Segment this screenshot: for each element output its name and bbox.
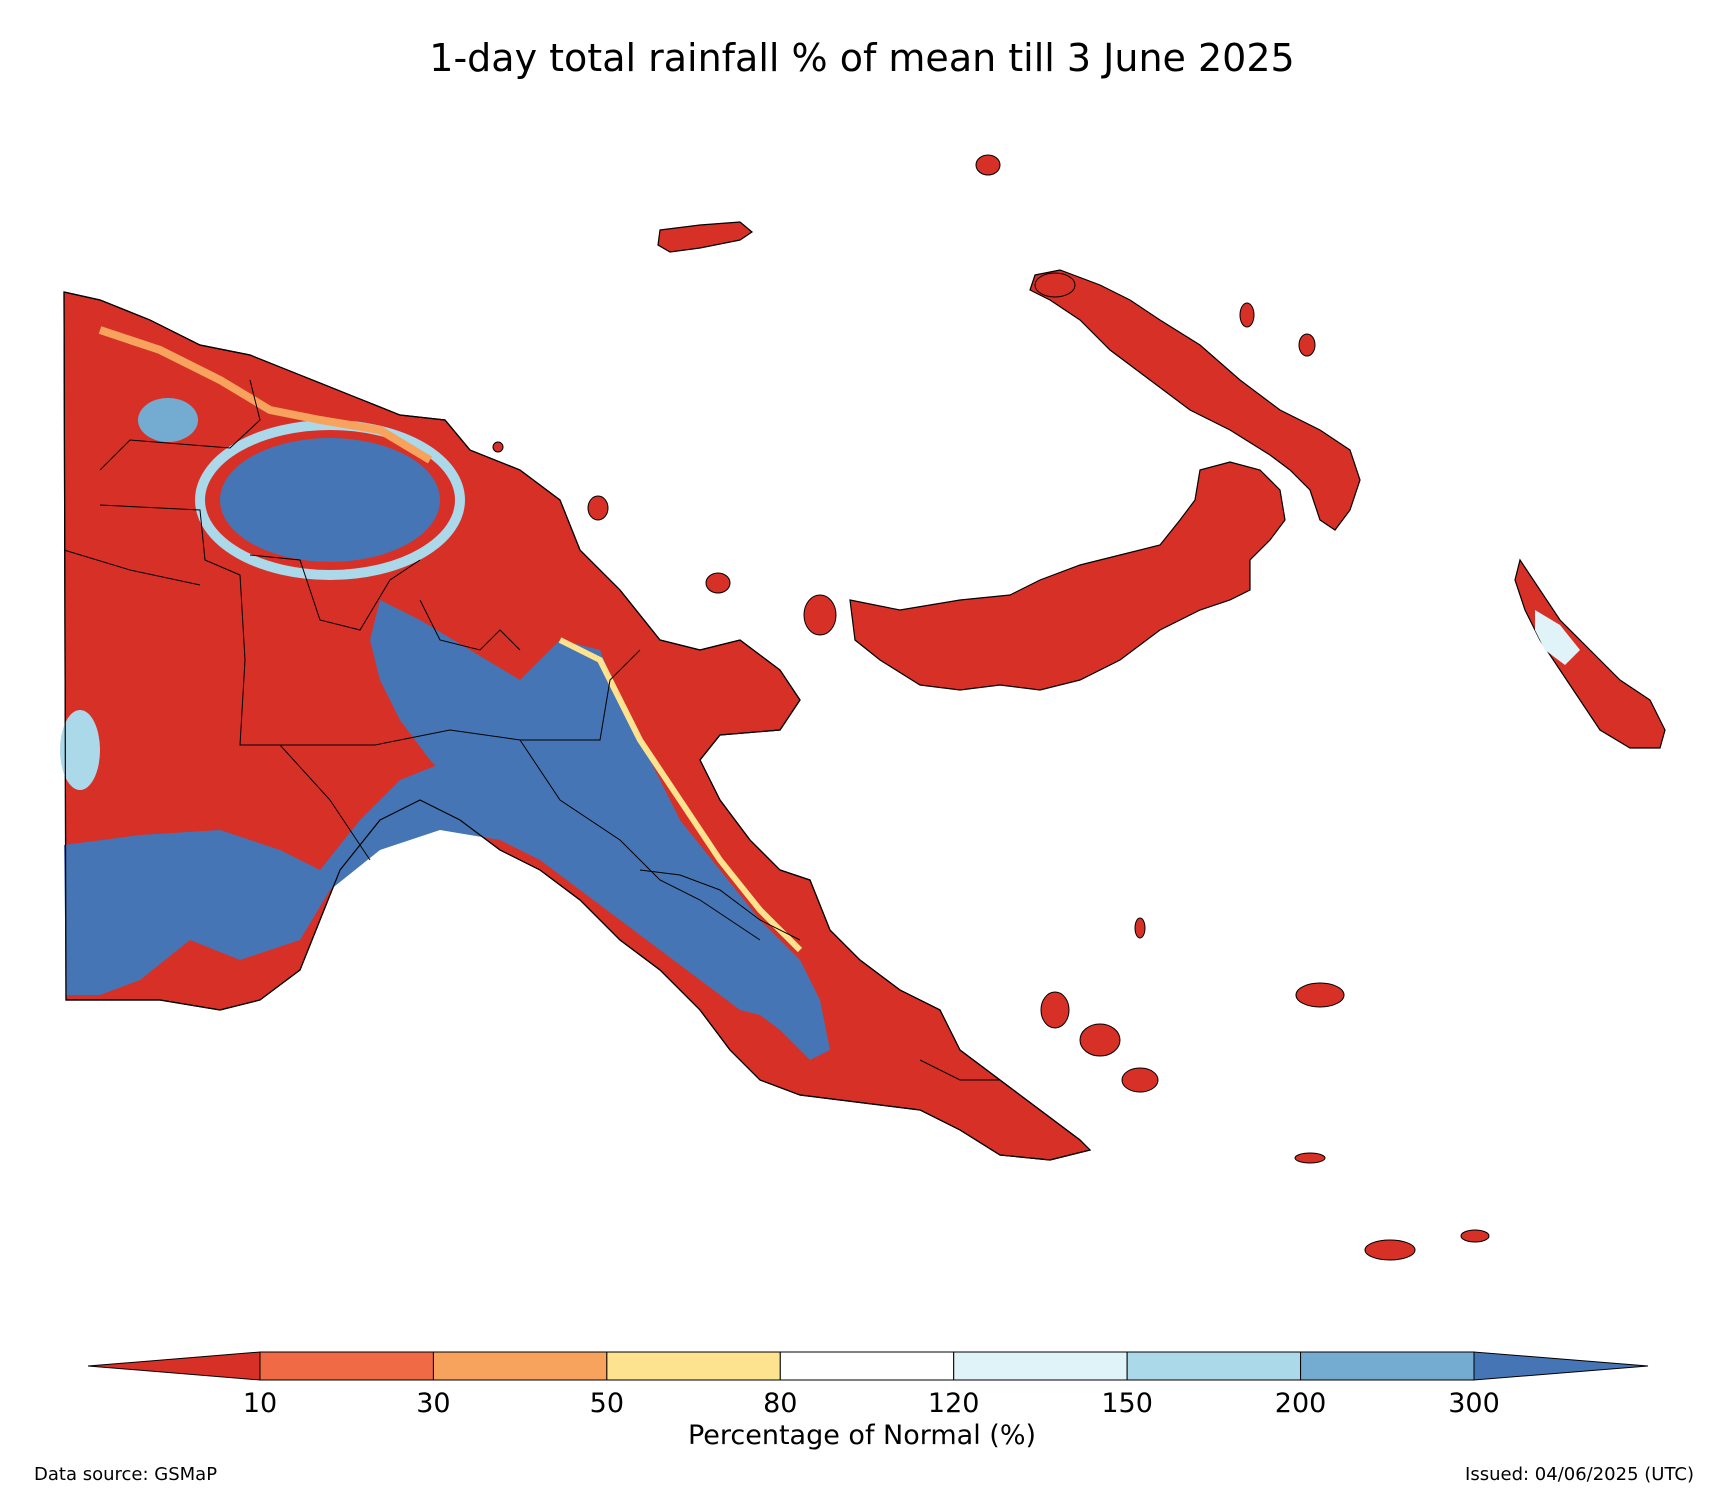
sepik-basin-wet-area — [220, 438, 440, 562]
colorbar-tick-label: 120 — [927, 1388, 980, 1419]
province-boundaries — [63, 379, 1000, 1081]
issued-date-note: Issued: 04/06/2025 (UTC) — [1465, 1464, 1694, 1485]
western-wet-patch — [138, 398, 198, 442]
colorbar-segment — [259, 1351, 434, 1381]
central-highlands-wet-band — [370, 600, 830, 1060]
colorbar-segment — [432, 1351, 608, 1381]
colorbar-tick-label: 10 — [242, 1388, 278, 1419]
small-islands — [492, 154, 1490, 1261]
colorbar-segment — [779, 1351, 955, 1381]
chart-title: 1-day total rainfall % of mean till 3 Ju… — [429, 36, 1295, 80]
bougainville — [1514, 558, 1666, 749]
colorbar-label: Percentage of Normal (%) — [687, 1420, 1037, 1451]
mainland-outline — [63, 291, 1092, 1161]
manus-island — [657, 221, 754, 253]
new-ireland — [1029, 269, 1361, 531]
colorbar-extend-high — [1473, 1351, 1649, 1381]
colorbar-tick-label: 80 — [763, 1388, 798, 1419]
new-britain — [849, 461, 1286, 691]
bougainville-wet-patch — [1535, 610, 1580, 665]
colorbar-tick-label: 150 — [1101, 1388, 1153, 1419]
colorbar-extend-low — [87, 1351, 261, 1381]
colorbar-tick-label: 200 — [1274, 1388, 1327, 1419]
colorbar-segment — [1300, 1351, 1475, 1381]
colorbar-segment — [953, 1351, 1128, 1381]
mainland-new-guinea — [60, 291, 1092, 1161]
colorbar-segment — [606, 1351, 781, 1381]
colorbar — [87, 1351, 1649, 1381]
data-source-note: Data source: GSMaP — [34, 1464, 218, 1485]
colorbar-segment — [1126, 1351, 1302, 1381]
north-coast-orange-band — [98, 326, 433, 464]
colorbar-tick-label: 300 — [1448, 1388, 1500, 1419]
colorbar-tick-label: 30 — [416, 1388, 451, 1419]
colorbar-tick-label: 50 — [589, 1388, 625, 1419]
southern-lowland-wet-area — [64, 760, 800, 1020]
